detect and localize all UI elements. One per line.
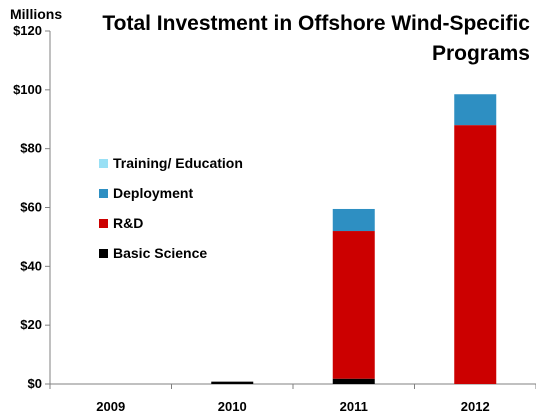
x-tick-label: 2009 xyxy=(96,399,125,414)
chart-title-line-2: Programs xyxy=(431,42,530,65)
y-tick-label: $40 xyxy=(20,258,42,273)
x-tick-label: 2011 xyxy=(340,399,368,414)
bar-2012-deployment xyxy=(454,94,497,126)
legend-label: Basic Science xyxy=(113,245,208,261)
legend-item: Deployment xyxy=(99,178,243,208)
legend-item: Basic Science xyxy=(99,238,243,268)
bar-2011-basic-science xyxy=(332,378,375,384)
legend-item: Training/ Education xyxy=(99,148,243,178)
y-axis-unit-label: Millions xyxy=(10,6,63,22)
legend-swatch xyxy=(99,218,108,228)
x-tick-label: 2010 xyxy=(218,399,247,414)
y-tick-label: $100 xyxy=(13,82,42,97)
legend-label: Training/ Education xyxy=(113,155,243,171)
bar-2011-r-d xyxy=(332,231,375,379)
y-tick-label: $20 xyxy=(20,317,42,332)
chart-legend: Training/ Education Deployment R&D Basic Sc… xyxy=(99,148,243,268)
y-tick-label: $60 xyxy=(20,200,42,215)
legend-swatch xyxy=(99,248,108,258)
bar-2011-deployment xyxy=(332,208,375,232)
legend-swatch xyxy=(99,188,108,198)
legend-label: R&D xyxy=(113,215,144,231)
legend-label: Deployment xyxy=(113,185,194,201)
y-tick-label: $80 xyxy=(20,141,42,156)
y-tick-label: $120 xyxy=(13,23,42,38)
chart-title-line-1: Total Investment in Offshore Wind-Specif… xyxy=(102,12,530,35)
legend-swatch xyxy=(99,158,108,168)
y-tick-label: $0 xyxy=(28,376,42,391)
bar-2012-r-d xyxy=(454,125,497,384)
legend-item: R&D xyxy=(99,208,243,238)
x-tick-label: 2012 xyxy=(461,399,490,414)
bar-2010-basic-science xyxy=(211,381,254,384)
